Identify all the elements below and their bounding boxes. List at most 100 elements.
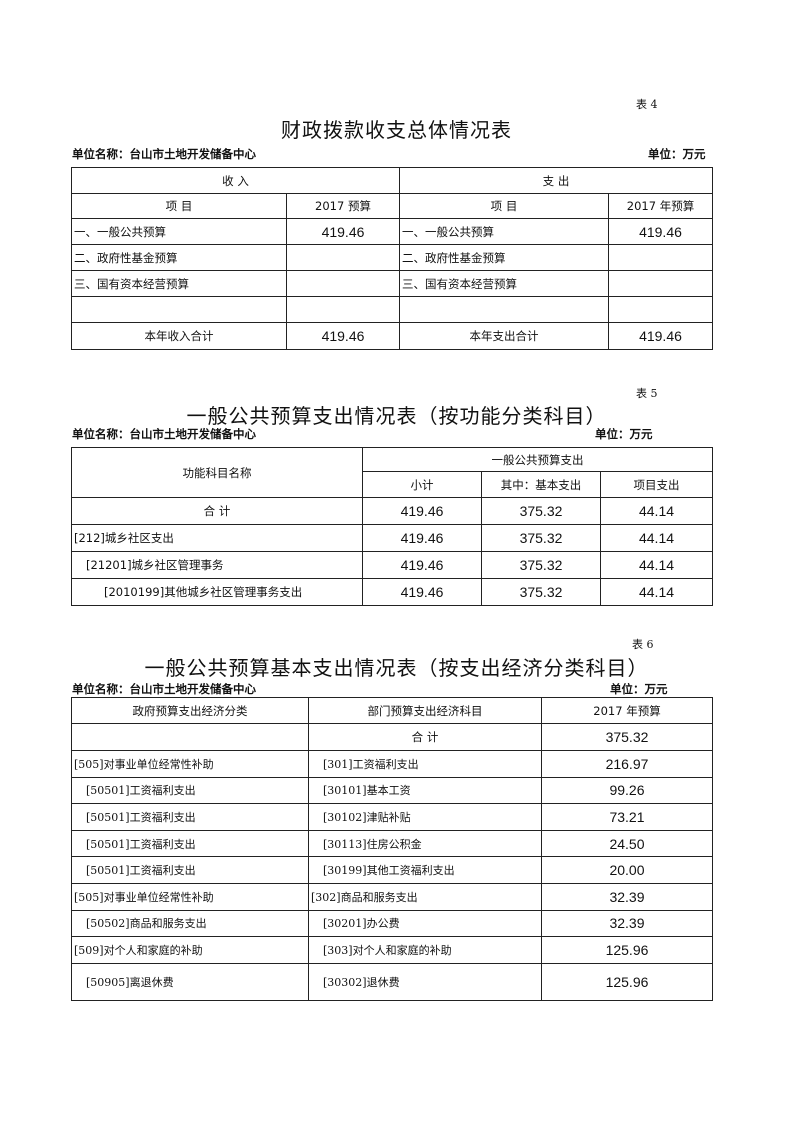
cell: 24.50 [541, 829, 713, 858]
cell: [505]对事业单位经常性补助 [71, 750, 309, 778]
table-number: 表 4 [636, 98, 658, 111]
cell: [303]对个人和家庭的补助 [308, 936, 542, 964]
cell: 375.32 [481, 578, 601, 606]
unit-name: 单位名称：台山市土地开发储备中心 [72, 427, 256, 441]
table-row: 二、政府性基金预算 二、政府性基金预算 [71, 244, 713, 271]
cell: 419.46 [362, 578, 482, 606]
cell [608, 244, 713, 271]
cell [286, 296, 400, 323]
table-row: [2010199]其他城乡社区管理事务支出 419.46 375.32 44.14 [71, 578, 714, 606]
cell: 32.39 [541, 909, 713, 938]
table-row: [50501]工资福利支出 [30199]其他工资福利支出 20.00 [71, 856, 713, 884]
col-item: 项 目 [71, 193, 287, 219]
cell: 一、一般公共预算 [399, 218, 609, 245]
cell: [2010199]其他城乡社区管理事务支出 [71, 578, 363, 606]
cell [286, 244, 400, 271]
cell: 419.46 [362, 524, 482, 552]
table-row: 合 计 419.46 375.32 44.14 [71, 497, 714, 525]
cell: 419.46 [286, 218, 400, 245]
cell: [212]城乡社区支出 [71, 524, 363, 552]
col-year: 2017 预算 [286, 193, 400, 219]
cell: 44.14 [599, 497, 714, 525]
cell [608, 296, 713, 323]
cell: 99.26 [541, 776, 713, 805]
cell: 32.39 [541, 882, 713, 911]
cell: [30113]住房公积金 [308, 829, 542, 858]
cell: [30199]其他工资福利支出 [308, 856, 542, 884]
cell: 419.46 [286, 322, 400, 350]
table-row: 三、国有资本经营预算 三、国有资本经营预算 [71, 270, 713, 297]
page-title: 财政拨款收支总体情况表 [281, 118, 512, 142]
table-4: 收 入支 出 项 目 2017 预算项 目 2017 年预算 一、一般公共预算 419… [71, 167, 713, 350]
cell [71, 723, 309, 751]
cell: 73.21 [541, 803, 713, 831]
cell: 375.32 [481, 524, 601, 552]
cell: 419.46 [362, 497, 482, 525]
section-title: 一般公共预算基本支出情况表（按支出经济分类科目） [144, 656, 649, 680]
table-row: 本年收入合计 419.46 本年支出合计 419.46 [71, 322, 713, 350]
cell: 44.14 [599, 578, 714, 606]
table-row: [505]对事业单位经常性补助 [301]工资福利支出 216.97 [71, 750, 713, 778]
cell: [302]商品和服务支出 [308, 882, 542, 911]
col-year: 2017 年预算 [608, 193, 713, 219]
cell: [50501]工资福利支出 [71, 856, 309, 884]
col-basic: 其中：基本支出 [481, 471, 601, 498]
cell: 一、一般公共预算 [71, 218, 287, 245]
cell: 二、政府性基金预算 [399, 244, 609, 271]
table-row: [50501]工资福利支出 [30102]津贴补贴 73.21 [71, 803, 713, 831]
expense-header: 支 出 [399, 167, 713, 194]
cell: 419.46 [362, 551, 482, 579]
unit-label: 单位：万元 [610, 682, 668, 696]
table-5: 功能科目名称 一般公共预算支出 小计 其中：基本支出 项目支出 合 计 419.46 37… [71, 447, 714, 606]
cell [286, 270, 400, 297]
cell [399, 296, 609, 323]
table-number: 表 5 [636, 387, 658, 400]
cell [608, 270, 713, 297]
cell: [21201]城乡社区管理事务 [71, 551, 363, 579]
cell: 125.96 [541, 962, 713, 1001]
table-row: [509]对个人和家庭的补助 [303]对个人和家庭的补助 125.96 [71, 936, 713, 964]
cell: 20.00 [541, 856, 713, 884]
cell: [50501]工资福利支出 [71, 776, 309, 805]
cell: [50501]工资福利支出 [71, 829, 309, 858]
cell: 本年支出合计 [399, 322, 609, 350]
unit-label: 单位：万元 [595, 427, 653, 441]
table-row: 一、一般公共预算 419.46 一、一般公共预算 419.46 [71, 218, 713, 245]
cell: [50905]离退休费 [71, 962, 309, 1001]
table-row: 合 计 375.32 [71, 723, 713, 751]
table-number: 表 6 [632, 638, 654, 651]
cell: 合 计 [71, 497, 363, 525]
cell: 375.32 [481, 551, 601, 579]
unit-name: 单位名称：台山市土地开发储备中心 [72, 147, 256, 161]
col-group: 一般公共预算支出 [361, 447, 714, 472]
cell: [50501]工资福利支出 [71, 803, 309, 831]
cell: 375.32 [481, 497, 601, 525]
cell: 三、国有资本经营预算 [71, 270, 287, 297]
cell [71, 296, 287, 323]
cell: [30302]退休费 [308, 962, 542, 1001]
cell: [301]工资福利支出 [308, 750, 542, 778]
col-project: 项目支出 [599, 471, 714, 498]
cell: [509]对个人和家庭的补助 [71, 936, 309, 964]
cell: [30201]办公费 [308, 909, 542, 938]
cell: 419.46 [608, 322, 713, 350]
cell: [30102]津贴补贴 [308, 803, 542, 831]
cell: 125.96 [541, 936, 713, 964]
unit-name: 单位名称：台山市土地开发储备中心 [72, 682, 256, 696]
col-gov: 政府预算支出经济分类 [71, 697, 309, 724]
cell: 216.97 [541, 750, 713, 778]
col-year: 2017 年预算 [541, 697, 713, 724]
cell: 44.14 [599, 551, 714, 579]
table-row: [50501]工资福利支出 [30101]基本工资 99.26 [71, 776, 713, 805]
cell: [30101]基本工资 [308, 776, 542, 805]
cell: 44.14 [599, 524, 714, 552]
table-row: [505]对事业单位经常性补助 [302]商品和服务支出 32.39 [71, 882, 713, 911]
section-title: 一般公共预算支出情况表（按功能分类科目） [186, 404, 607, 428]
col-name: 功能科目名称 [71, 447, 363, 498]
col-sub: 小计 [362, 471, 482, 498]
table-row: [50502]商品和服务支出 [30201]办公费 32.39 [71, 909, 713, 938]
table-6: 政府预算支出经济分类 部门预算支出经济科目 2017 年预算 合 计 375.32 [… [71, 697, 713, 1001]
col-item: 项 目 [399, 193, 609, 219]
unit-label: 单位：万元 [648, 147, 706, 161]
col-dept: 部门预算支出经济科目 [308, 697, 542, 724]
